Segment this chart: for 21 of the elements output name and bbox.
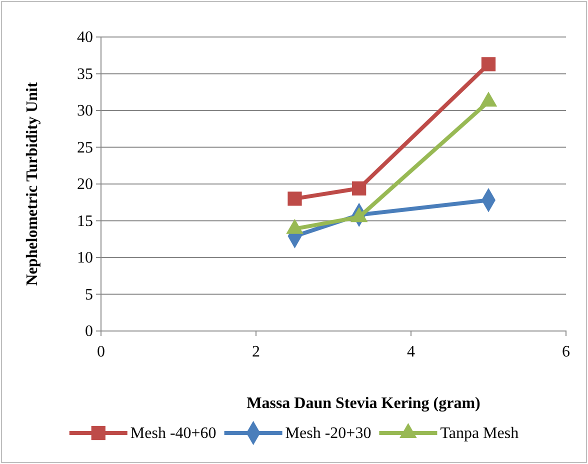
y-tick-label: 20 [77, 176, 93, 194]
y-tick-label: 30 [77, 102, 93, 120]
point [481, 57, 496, 72]
y-tick-label: 25 [77, 139, 93, 156]
y-axis-title: Nephelometric Turbidity Unit [24, 82, 41, 286]
y-tick-label: 0 [85, 323, 93, 340]
x-axis-title: Massa Daun Stevia Kering (gram) [246, 395, 480, 412]
x-tick-label: 0 [97, 344, 105, 361]
legend-label: Mesh -40+60 [130, 425, 216, 442]
y-tick-label: 10 [77, 250, 93, 267]
y-tick-label: 15 [77, 212, 93, 230]
point [352, 181, 366, 196]
y-tick-label: 40 [77, 29, 93, 46]
legend-label: Tanpa Mesh [440, 425, 519, 442]
legend-label: Mesh -20+30 [285, 425, 372, 442]
y-tick-label: 35 [77, 66, 93, 83]
x-tick-label: 4 [407, 344, 415, 361]
x-tick-label: 6 [562, 344, 570, 361]
y-tick-label: 5 [85, 286, 93, 304]
x-tick-label: 2 [252, 344, 260, 361]
point [288, 192, 302, 206]
